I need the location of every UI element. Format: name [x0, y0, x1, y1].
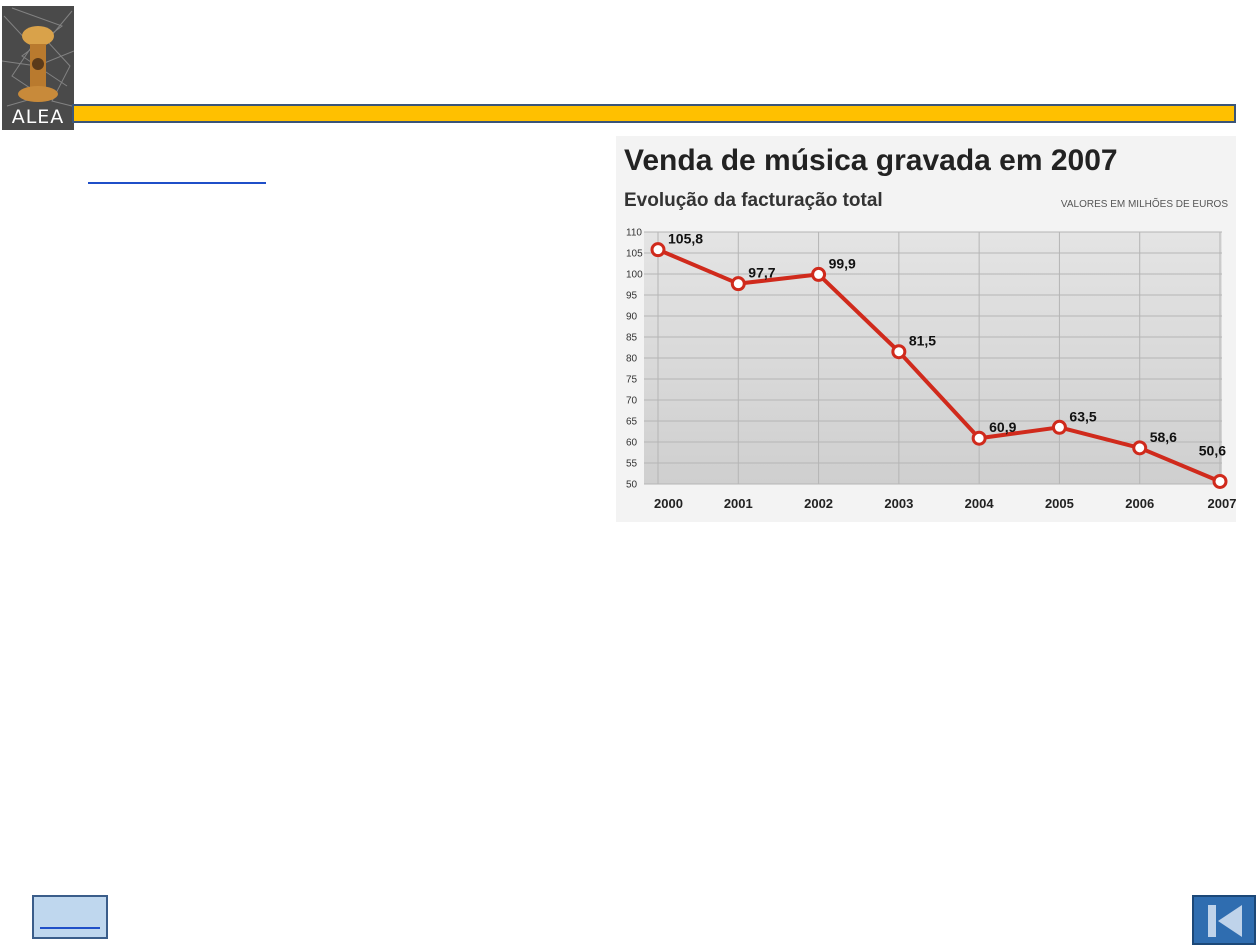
y-tick-label: 95: [626, 291, 638, 302]
data-label: 105,8: [668, 231, 703, 247]
home-button-link: [40, 927, 100, 929]
y-tick-label: 85: [626, 333, 638, 344]
chart-image: Venda de música gravada em 2007 Evolução…: [616, 136, 1236, 522]
y-tick-label: 80: [626, 354, 638, 365]
x-tick-label: 2007: [1208, 496, 1236, 511]
x-tick-label: 2001: [724, 496, 753, 511]
y-tick-label: 60: [626, 438, 638, 449]
alea-logo: ALEA: [2, 6, 74, 130]
header-bar: [72, 104, 1236, 123]
data-label: 99,9: [829, 255, 856, 271]
data-label: 63,5: [1069, 408, 1096, 424]
y-tick-label: 90: [626, 312, 638, 323]
chart-subtitle: Evolução da facturação total: [624, 190, 883, 211]
data-label: 58,6: [1150, 429, 1177, 445]
data-labels: 105,8 97,7 99,9 81,5 60,9 63,5 58,6 50,6: [668, 231, 1226, 459]
chart-title: Venda de música gravada em 2007: [624, 144, 1118, 177]
data-point: [891, 344, 907, 360]
x-tick-label: 2004: [965, 496, 995, 511]
alea-logo-image: [2, 6, 74, 130]
home-button[interactable]: [32, 895, 108, 939]
hyperlink-underline[interactable]: [88, 182, 266, 184]
skip-back-icon: [1208, 905, 1242, 937]
y-tick-label: 70: [626, 396, 638, 407]
data-point: [650, 242, 666, 258]
data-point: [971, 430, 987, 446]
x-tick-label: 2006: [1125, 496, 1154, 511]
series-line: [657, 247, 1221, 484]
y-tick-label: 55: [626, 459, 638, 470]
y-tick-label: 110: [626, 228, 642, 239]
data-point: [730, 276, 746, 292]
data-point: [1051, 419, 1067, 435]
data-label: 81,5: [909, 333, 936, 349]
y-tick-label: 50: [626, 480, 638, 491]
y-axis: 110 105 100 95 90 85 80 75 70 65 60 55 50: [626, 228, 643, 491]
data-point: [1132, 440, 1148, 456]
logo-text: ALEA: [11, 106, 65, 128]
back-button[interactable]: [1192, 895, 1256, 945]
x-tick-label: 2002: [804, 496, 833, 511]
x-axis: 2000 2001 2002 2003 2004 2005 2006 2007: [654, 496, 1236, 511]
data-label: 97,7: [748, 265, 775, 281]
y-tick-label: 75: [626, 375, 638, 386]
chart-svg: Venda de música gravada em 2007 Evolução…: [624, 144, 1236, 511]
x-tick-label: 2003: [884, 496, 913, 511]
y-tick-label: 100: [626, 270, 643, 281]
grid-lines: [644, 231, 1222, 485]
x-tick-label: 2005: [1045, 496, 1074, 511]
data-point: [811, 266, 827, 282]
x-tick-label: 2000: [654, 496, 683, 511]
data-point: [1212, 473, 1228, 489]
data-points: [650, 242, 1228, 489]
chart-unit-note: VALORES EM MILHÕES DE EUROS: [1061, 197, 1228, 210]
data-label: 50,6: [1199, 442, 1226, 458]
data-label: 60,9: [989, 419, 1016, 435]
y-tick-label: 65: [626, 417, 638, 428]
y-tick-label: 105: [626, 249, 643, 260]
